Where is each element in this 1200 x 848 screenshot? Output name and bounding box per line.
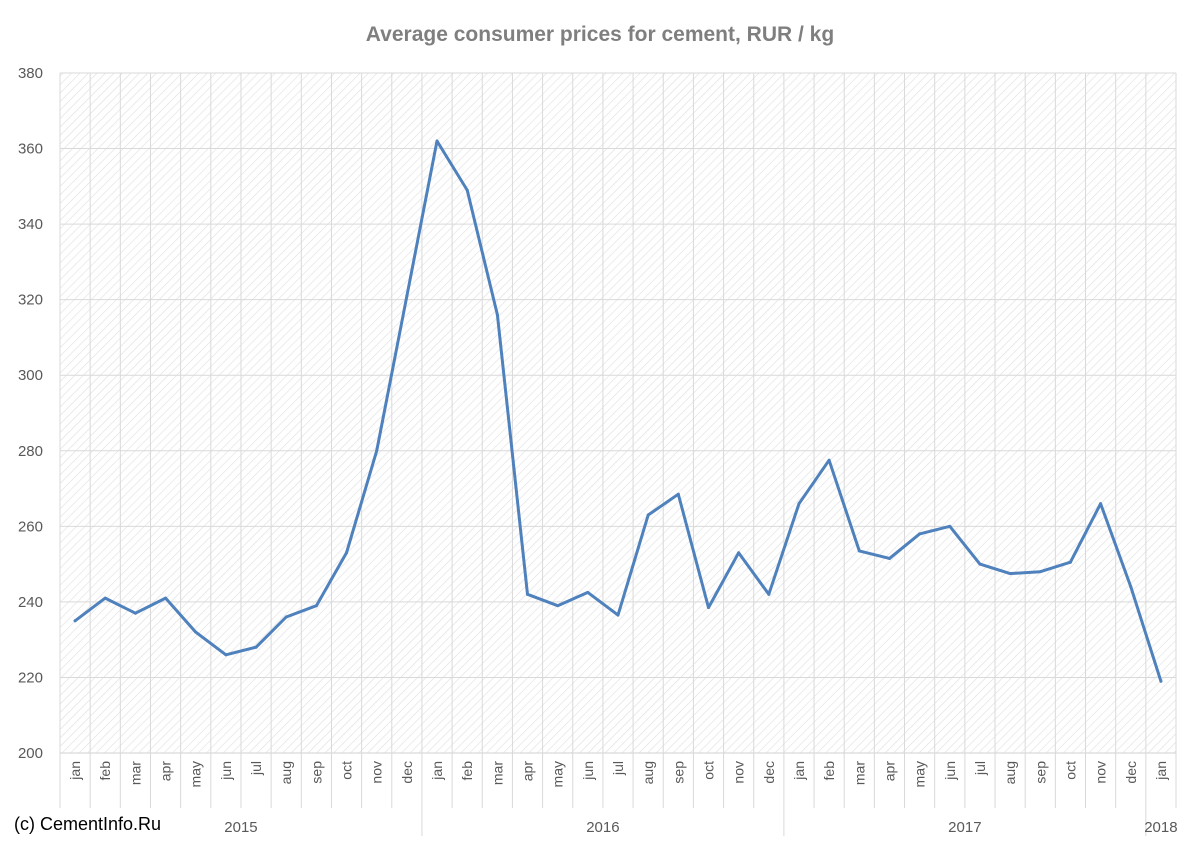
y-tick-label: 380 (18, 65, 43, 82)
x-tick-label: jan (1153, 761, 1169, 781)
x-tick-label: aug (278, 761, 294, 784)
x-tick-label: jul (972, 761, 988, 776)
x-tick-label: apr (158, 761, 174, 782)
data-point (556, 604, 560, 608)
year-label: 2016 (586, 819, 619, 836)
x-tick-label: may (550, 761, 566, 787)
x-tick-label: dec (761, 761, 777, 784)
credit-text: (c) CementInfo.Ru (14, 814, 161, 834)
x-tick-label: aug (1002, 761, 1018, 784)
data-point (345, 551, 349, 555)
data-point (254, 645, 258, 649)
x-tick-label: feb (821, 761, 837, 781)
y-tick-label: 240 (18, 594, 43, 611)
y-tick-label: 320 (18, 292, 43, 309)
data-point (194, 630, 198, 634)
data-point (918, 532, 922, 536)
x-tick-label: nov (1093, 761, 1109, 784)
y-tick-label: 280 (18, 443, 43, 460)
y-tick-label: 360 (18, 141, 43, 158)
x-tick-label: sep (308, 761, 324, 784)
plot-area (60, 73, 1176, 753)
x-tick-label: nov (731, 761, 747, 784)
data-point (586, 590, 590, 594)
data-point (857, 549, 861, 553)
data-point (706, 606, 710, 610)
x-tick-label: sep (670, 761, 686, 784)
x-tick-label: feb (97, 761, 113, 781)
data-point (1159, 679, 1163, 683)
y-tick-label: 200 (18, 745, 43, 762)
x-tick-label: oct (700, 761, 716, 780)
data-point (827, 458, 831, 462)
data-point (797, 502, 801, 506)
data-point (164, 596, 168, 600)
data-point (435, 139, 439, 143)
data-point (676, 492, 680, 496)
year-label: 2018 (1144, 819, 1177, 836)
data-point (375, 449, 379, 453)
x-tick-label: jun (580, 761, 596, 781)
y-tick-label: 300 (18, 367, 43, 384)
x-tick-label: feb (459, 761, 475, 781)
x-tick-label: oct (339, 761, 355, 780)
x-tick-label: oct (1062, 761, 1078, 780)
x-tick-label: mar (127, 761, 143, 785)
data-point (948, 524, 952, 528)
data-point (1008, 572, 1012, 576)
data-point (103, 596, 107, 600)
data-point (133, 611, 137, 615)
x-tick-label: aug (640, 761, 656, 784)
data-point (314, 604, 318, 608)
x-tick-label: nov (369, 761, 385, 784)
data-point (887, 556, 891, 560)
x-tick-label: dec (1123, 761, 1139, 784)
year-label: 2017 (948, 819, 981, 836)
data-point (224, 653, 228, 657)
y-tick-label: 260 (18, 518, 43, 535)
x-tick-label: jan (429, 761, 445, 781)
data-point (767, 592, 771, 596)
x-tick-label: may (188, 761, 204, 787)
series-layer (73, 139, 1163, 683)
x-tick-label: may (912, 761, 928, 787)
x-tick-label: sep (1032, 761, 1048, 784)
data-point (1129, 585, 1133, 589)
x-tick-label: mar (851, 761, 867, 785)
x-tick-label: apr (881, 761, 897, 782)
data-point (284, 615, 288, 619)
chart-title: Average consumer prices for cement, RUR … (366, 23, 834, 46)
data-point (495, 313, 499, 317)
x-tick-label: jan (791, 761, 807, 781)
x-tick-label: jul (248, 761, 264, 776)
data-point (616, 613, 620, 617)
data-point (737, 551, 741, 555)
x-tick-label: jun (218, 761, 234, 781)
data-point (465, 188, 469, 192)
data-point (1068, 560, 1072, 564)
year-label: 2015 (224, 819, 257, 836)
data-point (978, 562, 982, 566)
data-point (405, 294, 409, 298)
x-tick-label: apr (520, 761, 536, 782)
x-tick-label: jan (67, 761, 83, 781)
grid-lines (59, 72, 1177, 754)
x-tick-label: dec (399, 761, 415, 784)
x-axis: jan feb mar apr may jun jul aug sep oct nov dec jan f… (59, 752, 1178, 836)
x-tick-label: jun (942, 761, 958, 781)
data-point (1099, 502, 1103, 506)
data-point (646, 513, 650, 517)
x-tick-label: mar (489, 761, 505, 785)
data-point (73, 619, 77, 623)
data-point (1038, 570, 1042, 574)
data-point (526, 592, 530, 596)
y-axis: 200 220 240 260 280 300 320 340 360 380 (18, 65, 43, 762)
y-tick-label: 220 (18, 669, 43, 686)
y-tick-label: 340 (18, 216, 43, 233)
x-tick-label: jul (610, 761, 626, 776)
